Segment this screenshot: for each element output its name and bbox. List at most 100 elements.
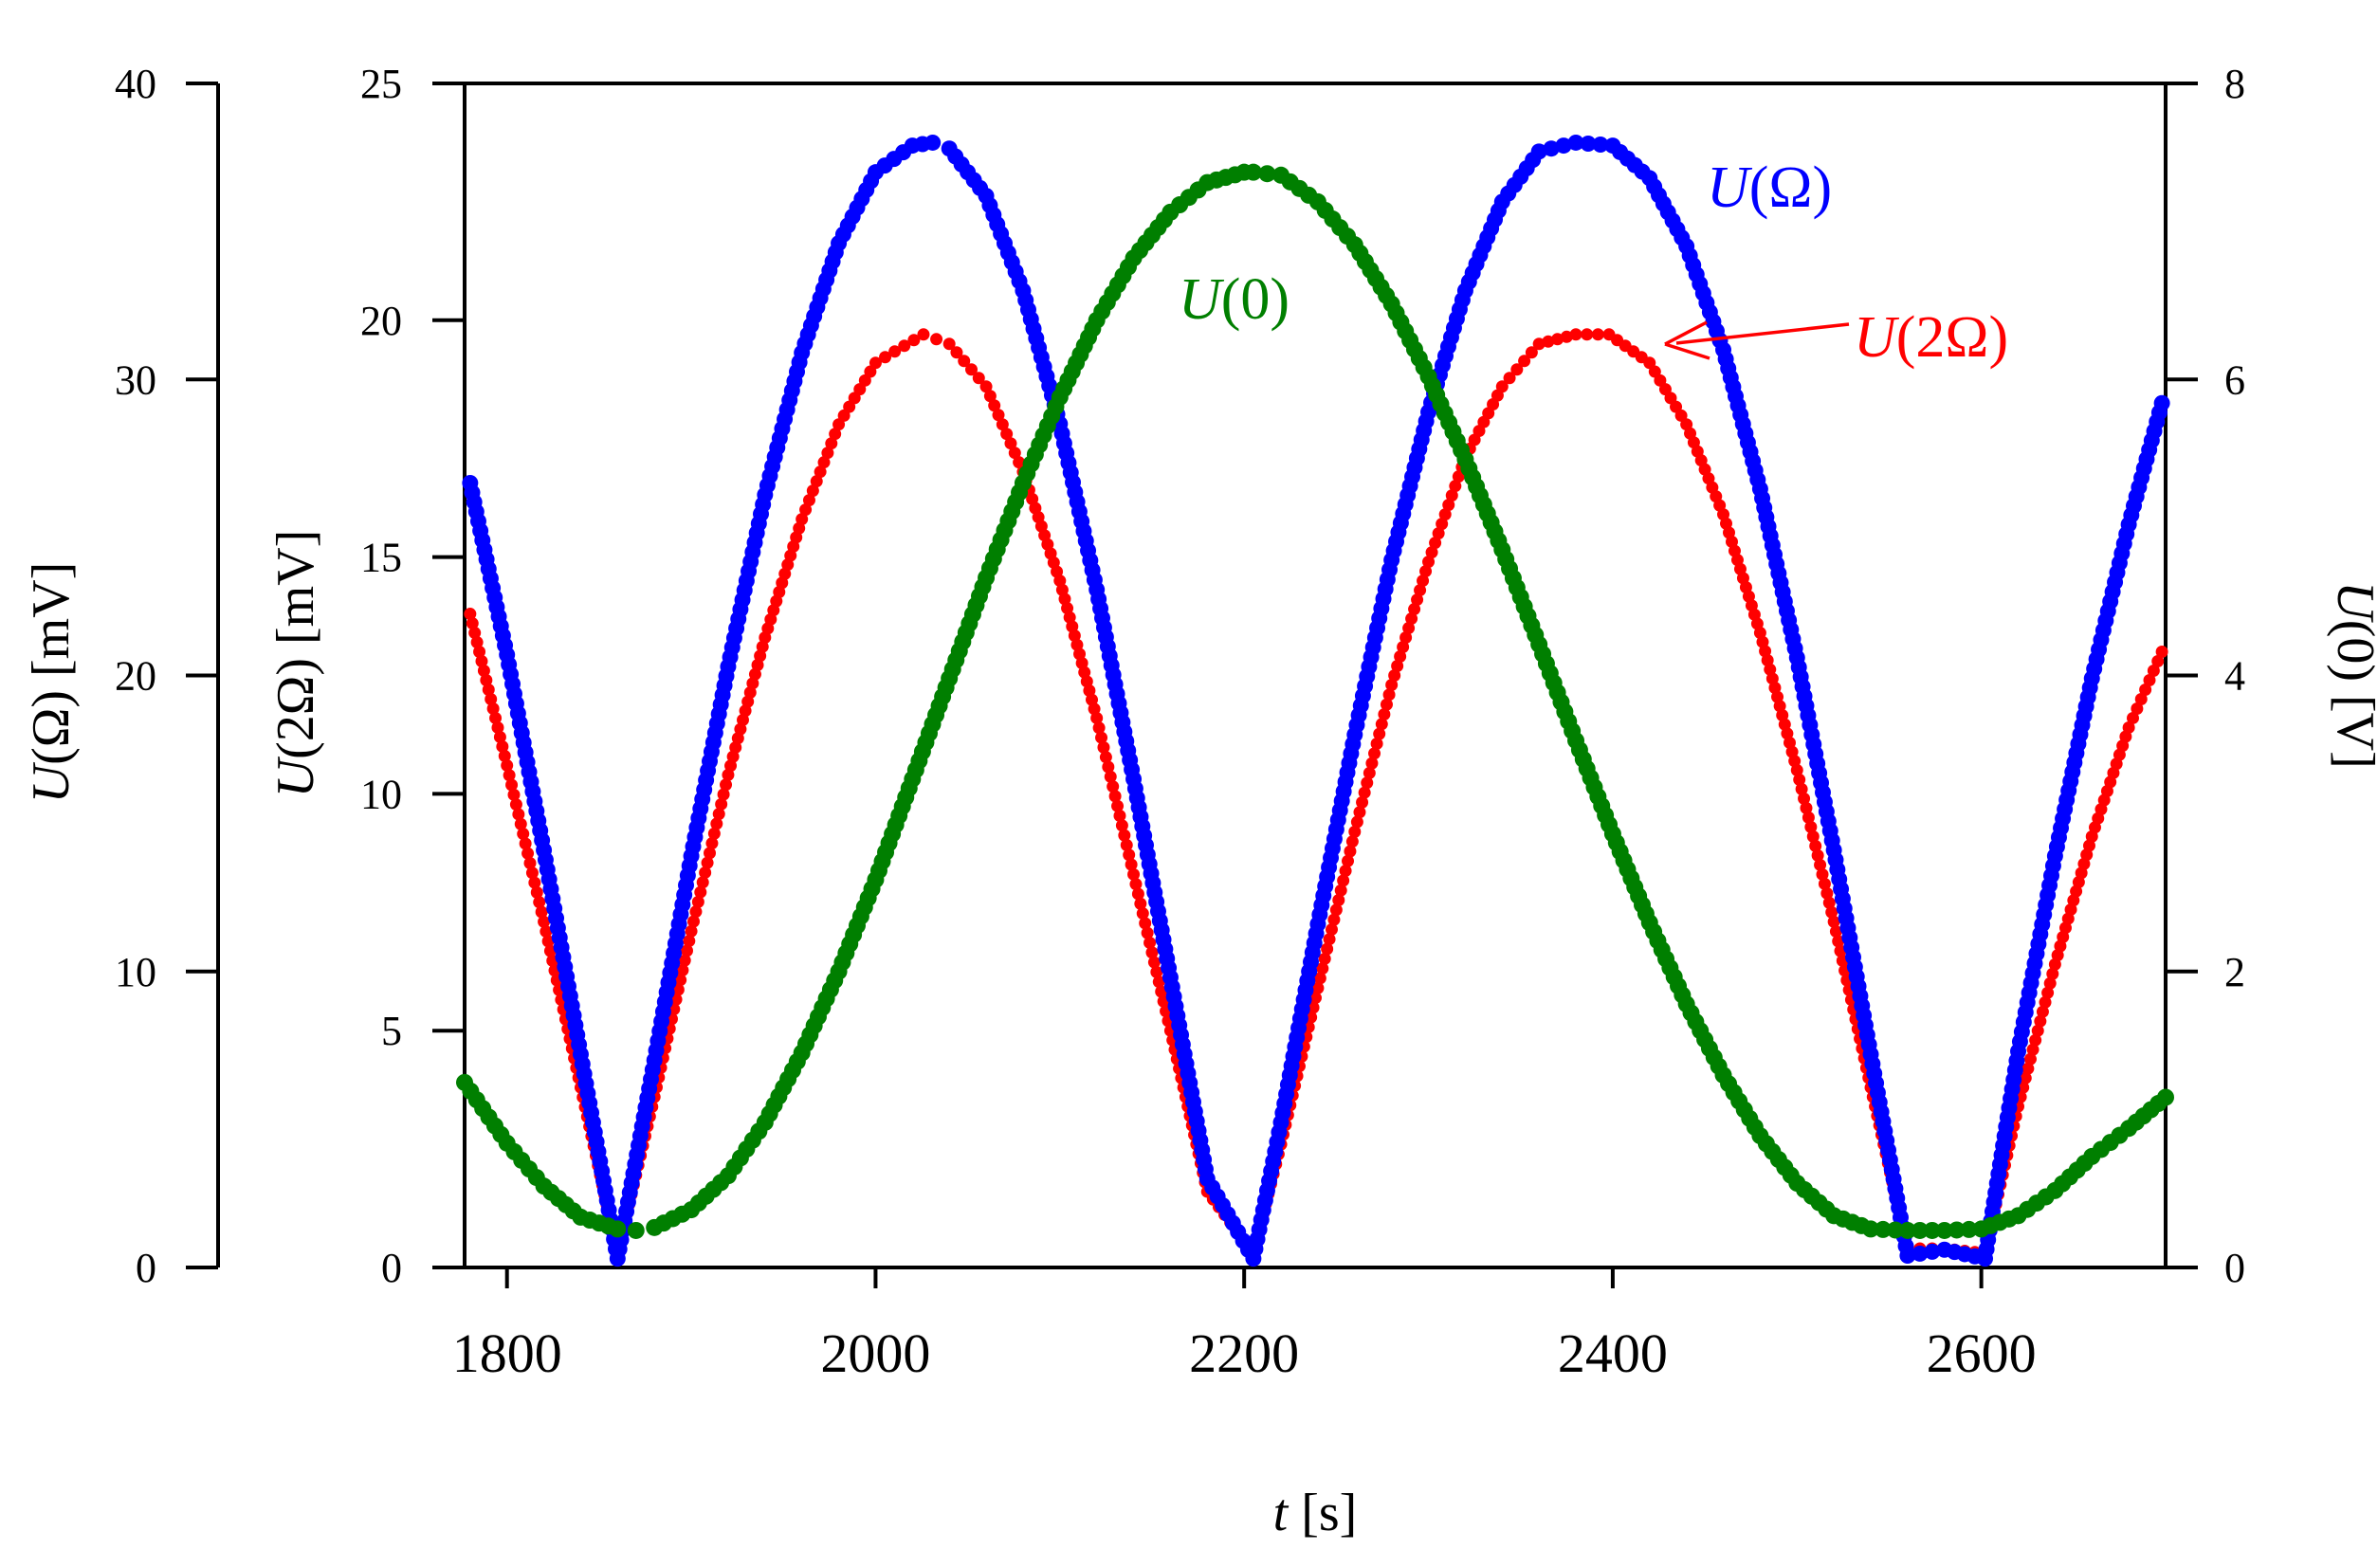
- marker-u_2omega: [930, 333, 943, 346]
- marker-u_2omega: [1150, 965, 1163, 978]
- marker-u_2omega: [715, 797, 728, 811]
- marker-u_2omega: [699, 866, 712, 879]
- marker-u_2omega: [992, 409, 1005, 422]
- marker-u_2omega: [1635, 351, 1648, 364]
- marker-u_0: [1948, 1221, 1966, 1239]
- label-u-0: U(0): [1179, 267, 1290, 332]
- marker-u_omega: [1823, 832, 1840, 849]
- point-u_2omega: [1127, 867, 1141, 881]
- outer-left-axis-title: U(Ω) [mV]: [22, 562, 81, 804]
- marker-u_2omega: [1382, 688, 1396, 702]
- marker-u_2omega: [2119, 730, 2132, 743]
- marker-u_0: [1911, 1221, 1929, 1239]
- marker-u_2omega: [864, 365, 877, 378]
- marker-u_0: [1453, 441, 1471, 459]
- marker-u_2omega: [1344, 845, 1357, 858]
- marker-u_2omega: [1097, 740, 1110, 754]
- marker-u_2omega: [1806, 830, 1820, 843]
- point-u_0: [1935, 1221, 1953, 1239]
- marker-u_2omega: [1107, 780, 1120, 793]
- marker-u_2omega: [972, 372, 985, 385]
- marker-u_2omega: [1120, 838, 1133, 851]
- marker-u_0: [527, 1169, 545, 1187]
- marker-u_2omega: [1365, 757, 1379, 770]
- marker-u_0: [1601, 815, 1619, 833]
- marker-u_2omega: [1051, 565, 1064, 578]
- marker-u_2omega: [1713, 499, 1727, 512]
- point-u_2omega: [538, 915, 551, 928]
- marker-u_omega: [1271, 1123, 1288, 1140]
- marker-u_omega: [791, 354, 808, 371]
- marker-u_omega: [2008, 1052, 2025, 1069]
- marker-u_0: [1339, 228, 1357, 246]
- marker-u_2omega: [793, 521, 806, 535]
- label-u-2omega: U(2Ω): [1854, 305, 2008, 370]
- marker-u_omega: [681, 857, 698, 874]
- marker-u_2omega: [756, 640, 769, 653]
- marker-u_2omega: [1329, 903, 1343, 917]
- marker-u_2omega: [517, 828, 530, 841]
- marker-u_omega: [718, 667, 735, 684]
- x-tick-label: 2400: [1558, 1322, 1668, 1384]
- marker-u_2omega: [1327, 913, 1341, 926]
- marker-u_2omega: [1342, 854, 1354, 867]
- marker-u_2omega: [1313, 972, 1326, 985]
- marker-u_2omega: [1102, 760, 1115, 774]
- marker-u_omega: [1897, 1237, 1914, 1254]
- point-u_2omega: [1385, 678, 1399, 691]
- marker-u_2omega: [1095, 731, 1108, 744]
- marker-u_2omega: [1750, 617, 1764, 630]
- marker-u_omega: [895, 144, 912, 161]
- point-u_0: [1898, 1221, 1916, 1239]
- right-tick-label: 0: [2224, 1245, 2245, 1291]
- series-u_omega: [462, 134, 2170, 1267]
- marker-u_omega: [914, 136, 931, 153]
- marker-u_2omega: [489, 711, 503, 724]
- marker-u_2omega: [1804, 820, 1818, 833]
- marker-u_2omega: [1380, 698, 1393, 711]
- inner-left-tick-label: 0: [381, 1245, 402, 1291]
- marker-u_2omega: [674, 974, 687, 987]
- outer-left-tick-label: 20: [115, 653, 156, 700]
- marker-u_2omega: [696, 876, 709, 889]
- marker-u_0: [1527, 626, 1545, 644]
- marker-u_2omega: [810, 475, 823, 488]
- label-u-omega: U(Ω): [1707, 155, 1832, 220]
- marker-u_2omega: [704, 847, 717, 860]
- marker-u_2omega: [1816, 867, 1829, 881]
- marker-u_omega: [1161, 959, 1178, 976]
- marker-u_2omega: [1115, 819, 1128, 832]
- marker-u_0: [1378, 286, 1396, 304]
- marker-u_2omega: [1136, 907, 1149, 921]
- marker-u_2omega: [1825, 905, 1838, 919]
- marker-u_2omega: [1004, 437, 1017, 450]
- marker-u_2omega: [1542, 335, 1555, 348]
- marker-u_omega: [1786, 640, 1803, 657]
- point-u_2omega: [942, 337, 956, 351]
- marker-u_2omega: [1139, 917, 1152, 930]
- marker-u_2omega: [507, 788, 521, 801]
- marker-u_2omega: [965, 363, 979, 376]
- point-u_2omega: [464, 608, 477, 621]
- annotation-arrow-line: [1675, 322, 1850, 345]
- marker-u_2omega: [519, 837, 532, 850]
- marker-u_2omega: [514, 817, 527, 830]
- marker-u_0: [1674, 986, 1692, 1004]
- marker-u_2omega: [485, 692, 498, 705]
- marker-u_2omega: [717, 788, 730, 801]
- marker-u_2omega: [498, 749, 511, 762]
- marker-u_2omega: [2021, 1062, 2035, 1075]
- marker-u_0: [1960, 1220, 1978, 1238]
- marker-u_2omega: [1337, 874, 1350, 887]
- x-tick-label: 2600: [1927, 1322, 2037, 1384]
- marker-u_0: [1818, 1200, 1836, 1218]
- marker-u_2omega: [802, 494, 815, 507]
- marker-u_omega: [1418, 412, 1435, 429]
- marker-u_0: [826, 972, 844, 990]
- marker-u_0: [2037, 1188, 2055, 1206]
- marker-u_2omega: [1318, 952, 1331, 965]
- marker-u_2omega: [491, 720, 504, 734]
- marker-u_0: [2000, 1210, 2018, 1228]
- marker-u_omega: [755, 496, 772, 513]
- marker-u_2omega: [710, 817, 723, 830]
